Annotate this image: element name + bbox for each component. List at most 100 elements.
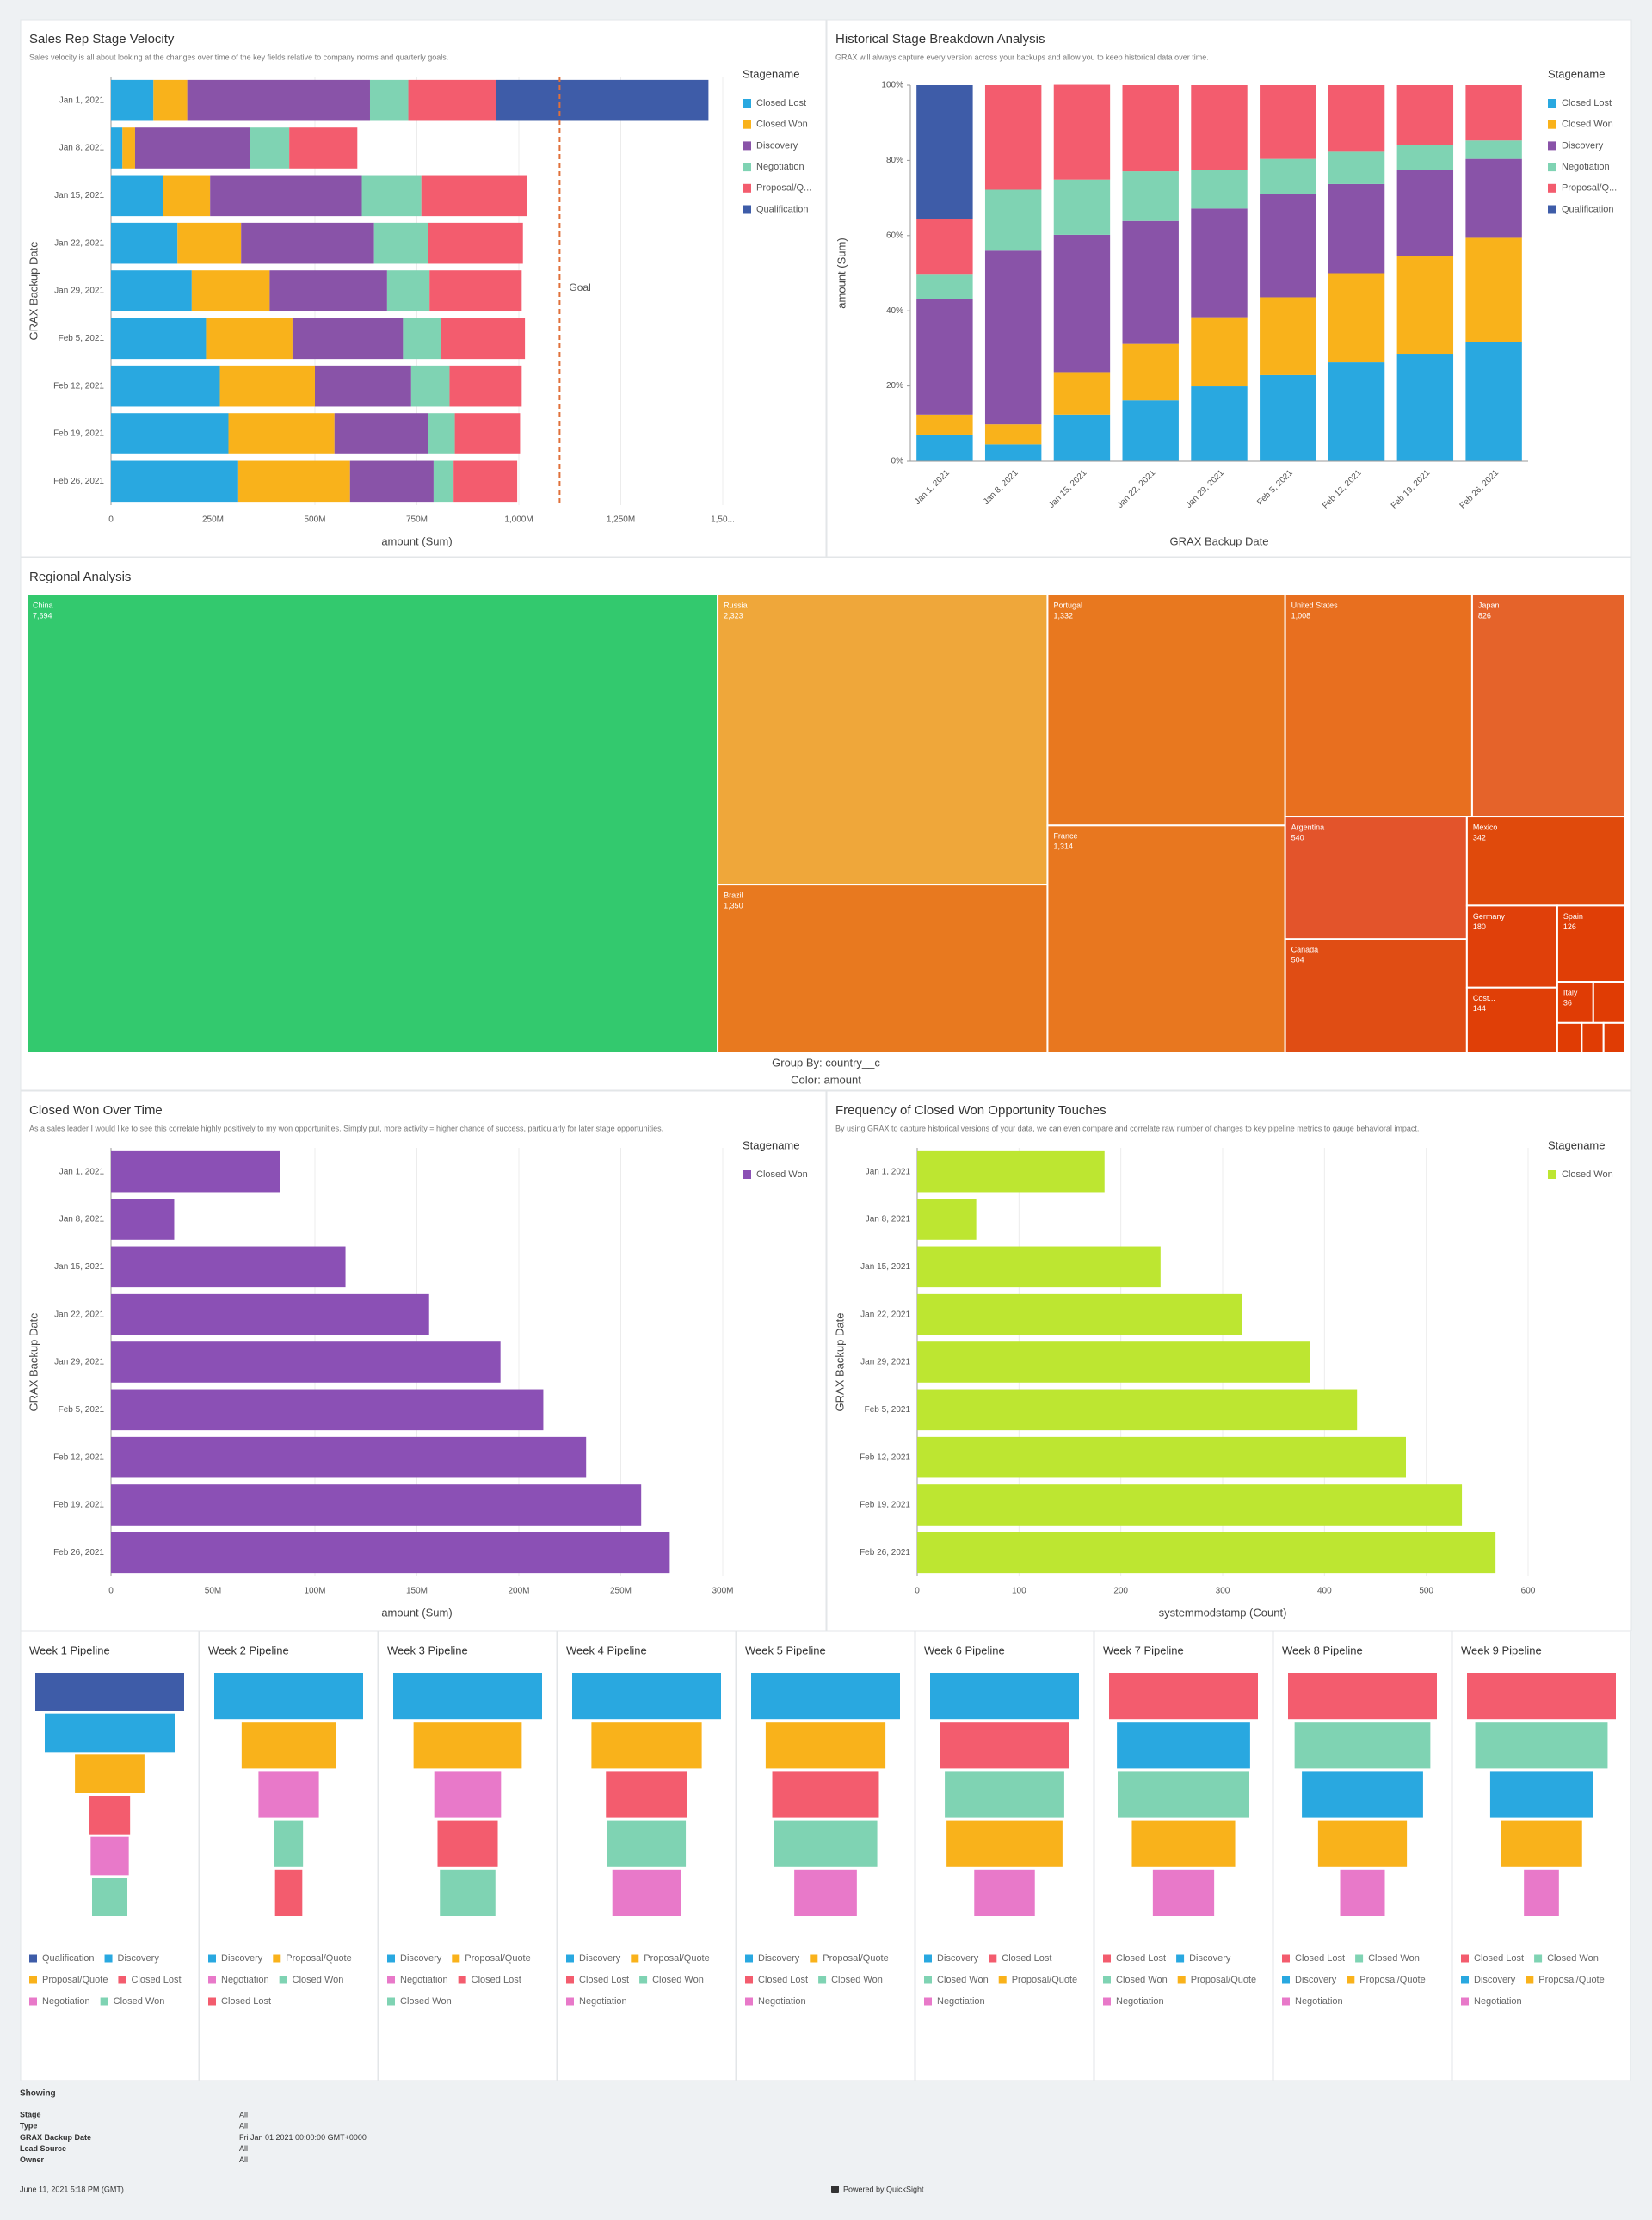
bar-segment [410, 365, 450, 407]
bar-segment [917, 1341, 1310, 1383]
cell-label: Japan [1478, 601, 1500, 609]
legend-label: Negotiation [221, 1975, 269, 1985]
bar-segment [1053, 234, 1111, 373]
x-tick-label: 0 [108, 515, 114, 525]
y-tick-label: Jan 29, 2021 [54, 287, 104, 296]
chart-title: Sales Rep Stage Velocity [29, 32, 175, 46]
treemap-cell [1284, 594, 1473, 818]
legend-swatch [743, 183, 751, 193]
legend-label: Proposal/Quote [1538, 1975, 1604, 1985]
bar-segment [984, 85, 1042, 190]
bar-segment [191, 270, 270, 311]
bar-segment [433, 460, 454, 503]
legend-label: Closed Won [756, 120, 808, 130]
legend-swatch [273, 1954, 281, 1963]
cell-label: China [33, 601, 53, 609]
bar-segment [917, 1389, 1358, 1431]
legend-swatch [1282, 1997, 1290, 2006]
legend-swatch [631, 1954, 639, 1963]
funnel-stage [274, 1869, 303, 1916]
filter-name: Type [20, 2122, 37, 2131]
y-axis-label: amount (Sum) [835, 237, 848, 308]
legend-label: Proposal/Quote [465, 1953, 530, 1964]
funnel-stage [75, 1754, 145, 1793]
treemap-cell [26, 594, 719, 1054]
bar-segment [134, 127, 250, 169]
filter-value: All [239, 2110, 248, 2118]
bar-segment [373, 222, 428, 264]
treemap-cell [1556, 904, 1626, 984]
treemap-cell [1465, 816, 1627, 907]
footnote: Color: amount [791, 1073, 861, 1086]
legend-swatch [387, 1954, 395, 1963]
bar-segment [1328, 151, 1385, 184]
legend-swatch [458, 1976, 466, 1984]
legend-swatch [208, 1954, 216, 1963]
cell-value: 144 [1473, 1004, 1486, 1013]
bar-segment [1465, 85, 1522, 141]
chart-title: Historical Stage Breakdown Analysis [835, 32, 1045, 46]
bar-segment [496, 79, 709, 121]
chart-title: Week 7 Pipeline [1103, 1643, 1184, 1656]
legend-label: Closed Lost [758, 1975, 808, 1985]
legend-swatch [1461, 1997, 1469, 2006]
treemap-cell [1556, 1021, 1583, 1054]
filter-name: Stage [20, 2110, 41, 2118]
legend-label: Closed Lost [131, 1975, 181, 1985]
y-tick-label: Feb 5, 2021 [865, 1405, 911, 1415]
bar-segment [1053, 414, 1111, 461]
bar-segment [292, 318, 404, 360]
chart-subtitle: As a sales leader I would like to see th… [29, 1124, 663, 1132]
y-tick-label: Jan 29, 2021 [860, 1358, 910, 1367]
legend-label: Discovery [221, 1953, 263, 1964]
bar-segment [163, 175, 211, 217]
y-tick-label: Feb 19, 2021 [53, 429, 104, 439]
legend-swatch [452, 1954, 460, 1963]
chart-subtitle: Sales velocity is all about looking at t… [29, 52, 448, 61]
legend-swatch [1548, 120, 1556, 129]
x-tick-label: 150M [406, 1587, 428, 1596]
panel: Week 6 Pipeline Discovery Closed Lost Close… [915, 1631, 1094, 2081]
bar-segment [1260, 158, 1316, 194]
legend-label: Closed Won [1116, 1975, 1168, 1985]
cell-value: 540 [1291, 833, 1304, 842]
bar-segment [453, 460, 518, 503]
bar-segment [403, 318, 441, 360]
legend-swatch [1548, 183, 1556, 193]
panel: Week 5 Pipeline Discovery Proposal/Quote Cl… [736, 1631, 915, 2081]
legend-label: Qualification [756, 204, 809, 214]
bar-segment [1465, 140, 1522, 159]
funnel-stage [1302, 1771, 1423, 1818]
legend-title: Stagename [1548, 1138, 1606, 1151]
cell-label: Canada [1291, 946, 1319, 954]
y-tick-label: Feb 26, 2021 [53, 477, 104, 486]
x-tick-label: 500M [304, 515, 325, 525]
y-tick-label: Feb 12, 2021 [53, 1452, 104, 1462]
y-tick-label: Jan 1, 2021 [59, 96, 105, 105]
bar-segment [428, 413, 455, 454]
legend-label: Closed Won [114, 1996, 165, 2007]
bar-segment [187, 79, 370, 121]
panel: Week 1 Pipeline Qualification Discovery Pro… [20, 1631, 200, 2081]
cell-label: Brazil [724, 891, 743, 899]
panel: Historical Stage Breakdown Analysis GRAX … [826, 19, 1632, 558]
y-tick-label: Jan 1, 2021 [866, 1167, 911, 1176]
legend-swatch [1548, 141, 1556, 151]
funnel-stage [606, 1771, 687, 1818]
bar-segment [441, 318, 526, 360]
legend-swatch [1176, 1954, 1185, 1963]
panel: Frequency of Closed Won Opportunity Touc… [826, 1090, 1632, 1631]
funnel-stage [1131, 1820, 1236, 1867]
legend-label: Closed Lost [1002, 1953, 1051, 1964]
legend-swatch [1548, 163, 1556, 172]
legend-label: Proposal/Q... [1562, 183, 1617, 194]
cell-label: United States [1291, 601, 1339, 609]
bar-segment [111, 1436, 587, 1478]
legend-swatch [1548, 1170, 1556, 1179]
cell-label: Russia [724, 601, 748, 609]
x-tick-label: 300 [1216, 1587, 1230, 1596]
legend-swatch [1282, 1954, 1290, 1963]
footer: Showing Stage All Type All GRAX Backup Date Fr… [20, 2089, 924, 2194]
y-tick-label: Feb 5, 2021 [59, 334, 105, 343]
